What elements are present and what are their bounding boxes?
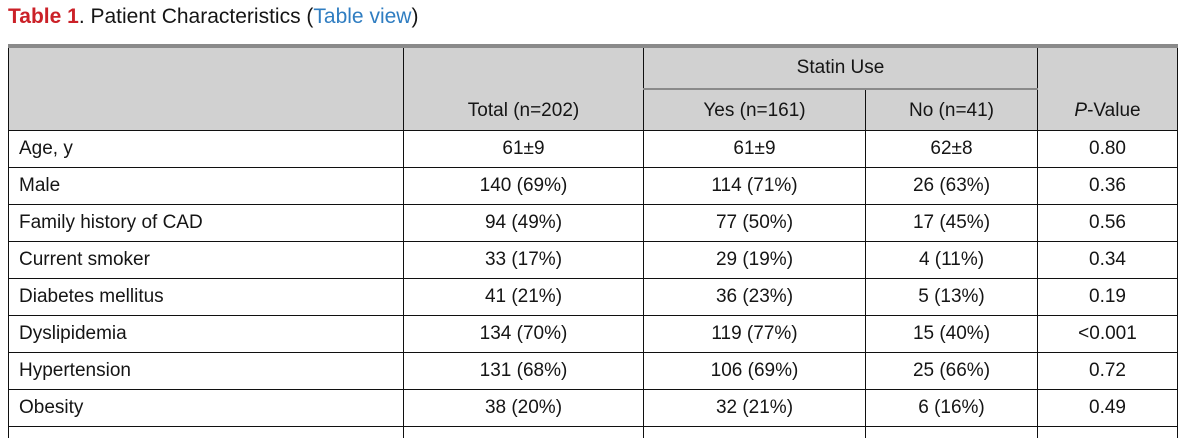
cell-statin-yes: 114 (71%): [643, 166, 866, 205]
cell-statin-no: 26 (63%): [865, 166, 1038, 205]
table-row-obesity: Obesity 38 (20%) 32 (21%) 6 (16%) 0.49: [8, 388, 1178, 427]
caption-close-paren: ): [411, 5, 419, 28]
cell-statin-yes: 29 (19%): [643, 240, 866, 279]
row-label: [8, 425, 404, 438]
row-label: Current smoker: [8, 240, 404, 279]
cell-p-value: 0.72: [1037, 351, 1178, 390]
table-row-male: Male 140 (69%) 114 (71%) 26 (63%) 0.36: [8, 166, 1178, 205]
cell-statin-no: 62±8: [865, 129, 1038, 168]
cell-statin-yes: 36 (23%): [643, 277, 866, 316]
cell-p-value: <0.001: [1037, 314, 1178, 353]
cell-p-value: [1037, 425, 1178, 438]
p-value-italic-p: P: [1074, 99, 1088, 121]
table-caption: Table 1. Patient Characteristics (Table …: [8, 4, 1185, 30]
cell-statin-no: [865, 425, 1038, 438]
table-header: Total (n=202) Statin Use P-Value Yes (n=…: [8, 45, 1178, 131]
cell-p-value: 0.36: [1037, 166, 1178, 205]
p-value-rest: -Value: [1087, 99, 1141, 121]
table-row-family-history: Family history of CAD 94 (49%) 77 (50%) …: [8, 203, 1178, 242]
cell-statin-yes: 77 (50%): [643, 203, 866, 242]
table-row-clipped: [8, 425, 1178, 438]
row-label: Dyslipidemia: [8, 314, 404, 353]
cell-statin-no: 6 (16%): [865, 388, 1038, 427]
cell-statin-yes: 119 (77%): [643, 314, 866, 353]
cell-statin-no: 4 (11%): [865, 240, 1038, 279]
cell-statin-no: 25 (66%): [865, 351, 1038, 390]
table-number-label: Table 1: [8, 5, 79, 28]
patient-characteristics-table: Total (n=202) Statin Use P-Value Yes (n=…: [8, 44, 1178, 438]
cell-statin-yes: 61±9: [643, 129, 866, 168]
cell-statin-no: 17 (45%): [865, 203, 1038, 242]
header-total: Total (n=202): [403, 45, 644, 131]
table-row-current-smoker: Current smoker 33 (17%) 29 (19%) 4 (11%)…: [8, 240, 1178, 279]
row-label: Age, y: [8, 129, 404, 168]
header-row-group: Total (n=202) Statin Use P-Value: [8, 45, 1178, 131]
caption-text: Patient Characteristics (: [90, 5, 314, 28]
cell-p-value: 0.34: [1037, 240, 1178, 279]
cell-total: 134 (70%): [403, 314, 644, 353]
cell-p-value: 0.19: [1037, 277, 1178, 316]
cell-total: [403, 425, 644, 438]
row-label: Diabetes mellitus: [8, 277, 404, 316]
row-label: Hypertension: [8, 351, 404, 390]
header-statin-no: No (n=41): [865, 88, 1038, 131]
table-row-diabetes: Diabetes mellitus 41 (21%) 36 (23%) 5 (1…: [8, 277, 1178, 316]
table-body: Age, y 61±9 61±9 62±8 0.80 Male 140 (69%…: [8, 129, 1178, 438]
table-row-age: Age, y 61±9 61±9 62±8 0.80: [8, 129, 1178, 168]
cell-total: 61±9: [403, 129, 644, 168]
row-label: Family history of CAD: [8, 203, 404, 242]
caption-separator: .: [78, 5, 91, 28]
row-label: Male: [8, 166, 404, 205]
cell-total: 38 (20%): [403, 388, 644, 427]
cell-p-value: 0.56: [1037, 203, 1178, 242]
header-statin-use-group: Statin Use: [643, 45, 1038, 90]
cell-statin-no: 5 (13%): [865, 277, 1038, 316]
table-row-dyslipidemia: Dyslipidemia 134 (70%) 119 (77%) 15 (40%…: [8, 314, 1178, 353]
cell-total: 33 (17%): [403, 240, 644, 279]
table-view-link[interactable]: Table view: [313, 5, 412, 28]
cell-statin-yes: 106 (69%): [643, 351, 866, 390]
row-label: Obesity: [8, 388, 404, 427]
cell-statin-yes: [643, 425, 866, 438]
header-statin-yes: Yes (n=161): [643, 88, 866, 131]
cell-total: 131 (68%): [403, 351, 644, 390]
table-row-hypertension: Hypertension 131 (68%) 106 (69%) 25 (66%…: [8, 351, 1178, 390]
cell-statin-no: 15 (40%): [865, 314, 1038, 353]
cell-total: 94 (49%): [403, 203, 644, 242]
header-characteristic-blank: [8, 45, 404, 131]
cell-total: 41 (21%): [403, 277, 644, 316]
cell-p-value: 0.80: [1037, 129, 1178, 168]
header-p-value: P-Value: [1037, 45, 1178, 131]
cell-p-value: 0.49: [1037, 388, 1178, 427]
header-row-subgroups: Yes (n=161) No (n=41): [9, 88, 1178, 131]
cell-statin-yes: 32 (21%): [643, 388, 866, 427]
cell-total: 140 (69%): [403, 166, 644, 205]
